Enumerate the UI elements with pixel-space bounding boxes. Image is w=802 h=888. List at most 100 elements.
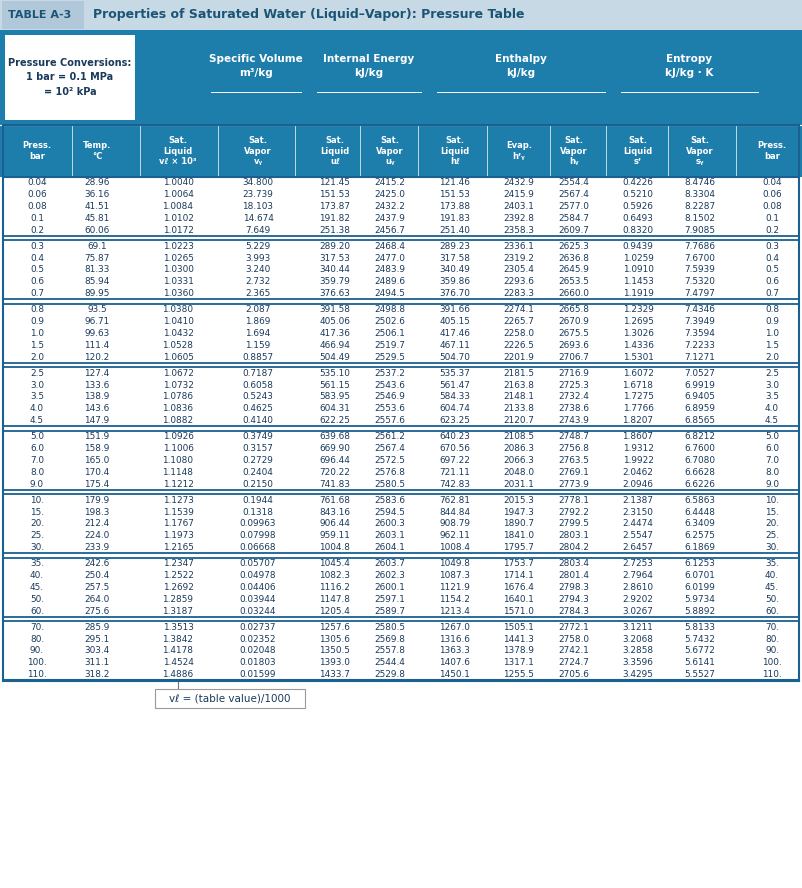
Text: 5.7432: 5.7432	[685, 635, 715, 644]
Text: 303.4: 303.4	[84, 646, 110, 655]
Text: 0.7187: 0.7187	[242, 369, 273, 378]
Text: 1841.0: 1841.0	[504, 531, 534, 540]
Text: 0.9: 0.9	[30, 317, 44, 326]
Text: 2392.8: 2392.8	[504, 214, 534, 223]
Text: 1363.3: 1363.3	[439, 646, 471, 655]
Text: Sat.
Liquid
vℓ × 10³: Sat. Liquid vℓ × 10³	[160, 136, 196, 166]
Bar	[0, 125, 802, 177]
Text: 2108.5: 2108.5	[504, 432, 534, 441]
Text: 2594.5: 2594.5	[375, 508, 406, 517]
Text: 1.869: 1.869	[245, 317, 271, 326]
Text: 2489.6: 2489.6	[375, 277, 406, 286]
Text: 250.4: 250.4	[84, 571, 110, 580]
Text: 1.8207: 1.8207	[622, 416, 654, 425]
Text: 2584.7: 2584.7	[558, 214, 589, 223]
Text: 2.4474: 2.4474	[622, 519, 654, 528]
Text: 1441.3: 1441.3	[504, 635, 534, 644]
Text: 0.2404: 0.2404	[242, 468, 273, 477]
Text: 2693.6: 2693.6	[558, 341, 589, 350]
Text: 6.5863: 6.5863	[684, 496, 715, 505]
Text: 70.: 70.	[765, 622, 779, 632]
Text: 1.0732: 1.0732	[163, 381, 193, 390]
Text: 1505.1: 1505.1	[504, 622, 534, 632]
Text: 1.3842: 1.3842	[163, 635, 193, 644]
Text: 2544.4: 2544.4	[375, 658, 406, 667]
Text: Sat.
Vapor
vᵧ: Sat. Vapor vᵧ	[244, 136, 272, 166]
Text: Press.
bar: Press. bar	[22, 141, 51, 161]
Text: 0.5926: 0.5926	[622, 202, 654, 211]
Text: 467.11: 467.11	[439, 341, 471, 350]
Text: 8.4746: 8.4746	[684, 178, 715, 187]
Text: Temp.
°C: Temp. °C	[83, 141, 111, 161]
Text: 99.63: 99.63	[84, 329, 110, 338]
Text: 120.2: 120.2	[84, 353, 110, 361]
Text: 5.8892: 5.8892	[684, 607, 715, 615]
Text: 40.: 40.	[765, 571, 779, 580]
Text: 1.0: 1.0	[765, 329, 779, 338]
Text: 1.8607: 1.8607	[622, 432, 654, 441]
Text: 2477.0: 2477.0	[375, 254, 406, 263]
Text: 0.06: 0.06	[762, 190, 782, 199]
Text: 1.0786: 1.0786	[163, 392, 193, 401]
Text: 2066.3: 2066.3	[504, 456, 534, 465]
Text: 5.0: 5.0	[30, 432, 44, 441]
Text: Sat.
Liquid
hℓ: Sat. Liquid hℓ	[440, 136, 470, 166]
Text: 721.11: 721.11	[439, 468, 471, 477]
Text: 640.23: 640.23	[439, 432, 471, 441]
Text: 2603.1: 2603.1	[375, 531, 406, 540]
Text: 908.79: 908.79	[439, 519, 471, 528]
Text: 2803.4: 2803.4	[558, 559, 589, 568]
Text: 2.0462: 2.0462	[622, 468, 654, 477]
Text: 0.2: 0.2	[30, 226, 44, 234]
Text: 1350.5: 1350.5	[319, 646, 350, 655]
Text: 2.087: 2.087	[245, 305, 271, 314]
Text: 1.0380: 1.0380	[163, 305, 193, 314]
Text: 317.58: 317.58	[439, 254, 471, 263]
Text: 7.9085: 7.9085	[684, 226, 715, 234]
Text: 2265.7: 2265.7	[504, 317, 534, 326]
Text: 151.53: 151.53	[439, 190, 471, 199]
Text: 535.37: 535.37	[439, 369, 471, 378]
Text: 6.0199: 6.0199	[685, 583, 715, 592]
Text: 2665.8: 2665.8	[558, 305, 589, 314]
Text: 604.31: 604.31	[319, 404, 350, 413]
Text: 6.1869: 6.1869	[684, 543, 715, 552]
Text: 1.0528: 1.0528	[163, 341, 193, 350]
Text: 0.02048: 0.02048	[240, 646, 277, 655]
Text: 2456.7: 2456.7	[375, 226, 406, 234]
Text: 0.5: 0.5	[30, 266, 44, 274]
Text: 151.9: 151.9	[84, 432, 110, 441]
Text: 5.8133: 5.8133	[684, 622, 715, 632]
Text: 2.5: 2.5	[765, 369, 779, 378]
Text: 1.2165: 1.2165	[163, 543, 193, 552]
Text: 2.365: 2.365	[245, 289, 270, 298]
Text: 1.0410: 1.0410	[163, 317, 193, 326]
Text: 127.4: 127.4	[84, 369, 110, 378]
Text: 376.63: 376.63	[319, 289, 350, 298]
Text: 0.09963: 0.09963	[240, 519, 276, 528]
Text: 1.694: 1.694	[245, 329, 270, 338]
Text: 2519.7: 2519.7	[375, 341, 406, 350]
Text: 0.3: 0.3	[765, 242, 779, 251]
Text: 6.0: 6.0	[765, 444, 779, 453]
Text: 3.1211: 3.1211	[622, 622, 654, 632]
Text: 8.1502: 8.1502	[684, 214, 715, 223]
Text: 1.1212: 1.1212	[163, 480, 193, 488]
Text: 121.46: 121.46	[439, 178, 471, 187]
Text: 2305.4: 2305.4	[504, 266, 534, 274]
Text: 60.: 60.	[30, 607, 44, 615]
Text: 2336.1: 2336.1	[504, 242, 534, 251]
Text: 1154.2: 1154.2	[439, 595, 471, 604]
Text: 1045.4: 1045.4	[319, 559, 350, 568]
Text: 2293.6: 2293.6	[504, 277, 534, 286]
Text: 2660.0: 2660.0	[558, 289, 589, 298]
Text: 3.5: 3.5	[30, 392, 44, 401]
Text: 2048.0: 2048.0	[504, 468, 534, 477]
Text: 318.2: 318.2	[84, 670, 110, 679]
Text: 191.82: 191.82	[319, 214, 350, 223]
Text: Press.
bar: Press. bar	[757, 141, 787, 161]
Text: 1.0836: 1.0836	[163, 404, 193, 413]
Text: 622.25: 622.25	[319, 416, 350, 425]
Text: 1.0265: 1.0265	[163, 254, 193, 263]
Text: 1.6072: 1.6072	[622, 369, 654, 378]
